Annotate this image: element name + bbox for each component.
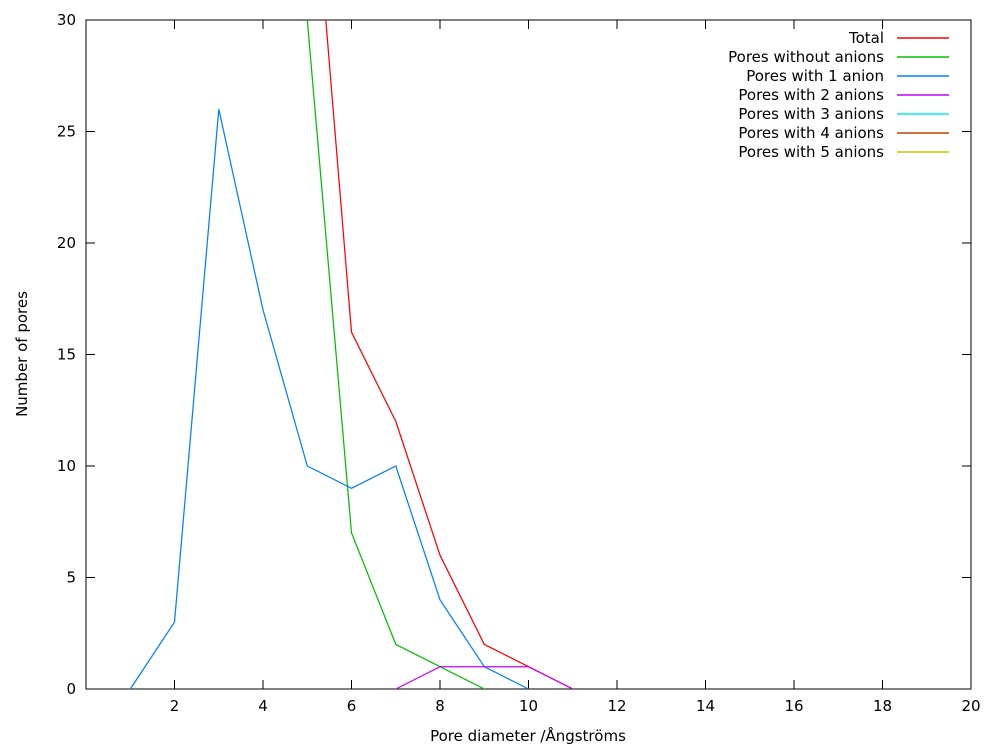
legend-label-pores-with-3-anions: Pores with 3 anions (738, 105, 884, 123)
series-line-pores-without-anions (306, 19, 485, 690)
series-line-total (325, 19, 574, 690)
legend-label-pores-with-5-anions: Pores with 5 anions (738, 143, 884, 161)
y-tick-label: 10 (57, 457, 76, 475)
series-line-pores-with-2-anions (395, 666, 574, 690)
y-tick-label: 20 (57, 234, 76, 252)
x-tick-label: 8 (435, 697, 445, 715)
x-tick-label: 16 (784, 697, 803, 715)
legend-label-pores-with-4-anions: Pores with 4 anions (738, 124, 884, 142)
x-tick-label: 18 (873, 697, 892, 715)
y-axis-label: Number of pores (13, 291, 31, 417)
x-tick-label: 20 (961, 697, 980, 715)
x-tick-label: 12 (607, 697, 626, 715)
y-tick-label: 30 (57, 11, 76, 29)
y-tick-label: 0 (66, 680, 76, 698)
x-tick-label: 4 (258, 697, 268, 715)
x-tick-label: 14 (696, 697, 715, 715)
x-tick-label: 6 (347, 697, 357, 715)
y-tick-label: 25 (57, 123, 76, 141)
x-tick-label: 2 (170, 697, 180, 715)
legend-label-pores-without-anions: Pores without anions (728, 48, 884, 66)
x-tick-label: 10 (519, 697, 538, 715)
y-tick-label: 5 (66, 569, 76, 587)
series-line-pores-with-1-anion (129, 109, 529, 690)
legend-label-pores-with-2-anions: Pores with 2 anions (738, 86, 884, 104)
y-tick-label: 15 (57, 346, 76, 364)
x-axis-label: Pore diameter /Ångströms (430, 726, 626, 745)
legend-label-pores-with-1-anion: Pores with 1 anion (746, 67, 884, 85)
legend-label-total: Total (848, 29, 884, 47)
